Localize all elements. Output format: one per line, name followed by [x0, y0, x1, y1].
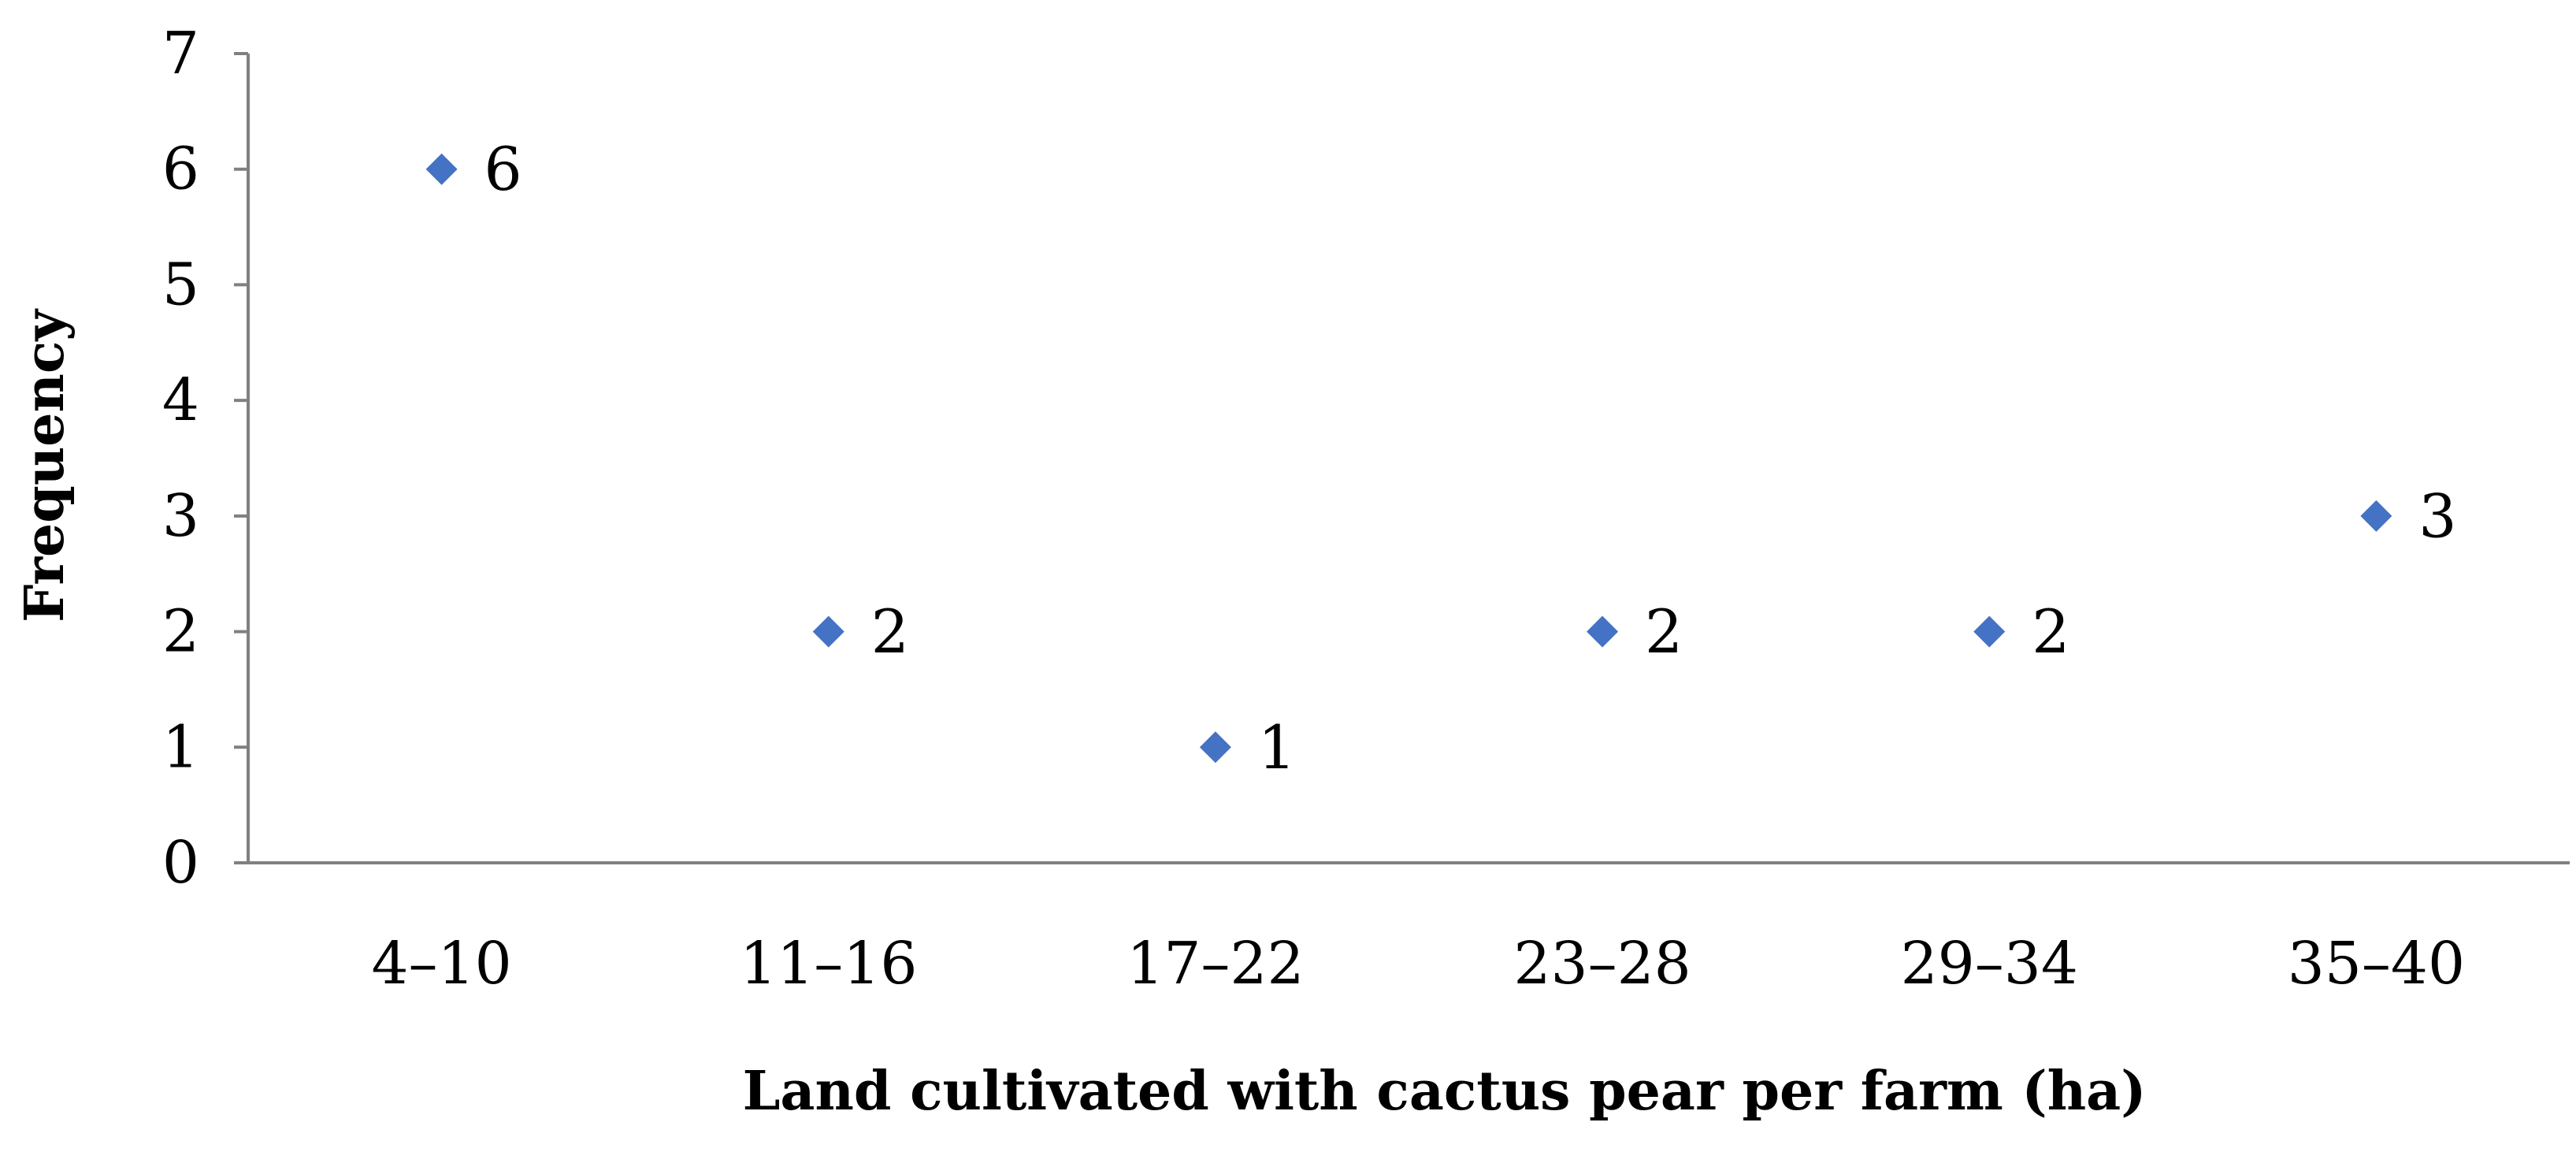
y-tick-label: 6: [162, 136, 199, 203]
data-point-marker: [812, 615, 844, 648]
data-point-marker: [1973, 615, 2006, 648]
x-axis-ticks: 4–10 11–16 17–22 23–28 29–34 35–40: [371, 930, 2465, 998]
y-axis-title: Frequency: [13, 308, 76, 622]
data-label: 2: [871, 596, 909, 667]
data-point-marker: [425, 153, 458, 185]
data-point-marker: [2360, 500, 2392, 532]
data-labels: 6 2 1 2 2 3: [484, 134, 2456, 782]
data-points: [425, 153, 2392, 764]
y-tick-label: 3: [162, 482, 199, 550]
y-tick-label: 1: [162, 713, 199, 781]
x-tick-label: 11–16: [740, 930, 917, 998]
data-label: 6: [484, 134, 522, 204]
y-tick-label: 7: [162, 20, 199, 87]
data-label: 2: [1645, 596, 1683, 667]
y-tick-label: 4: [162, 366, 199, 434]
data-label: 3: [2418, 481, 2456, 551]
data-point-marker: [1587, 615, 1619, 648]
y-tick-label: 5: [162, 251, 199, 318]
y-tick-label: 0: [162, 829, 199, 897]
x-tick-label: 35–40: [2288, 930, 2465, 998]
x-tick-label: 29–34: [1901, 930, 2078, 998]
y-axis-ticks: 0 1 2 3 4 5 6 7: [162, 20, 248, 897]
data-label: 1: [1258, 712, 1296, 782]
x-tick-label: 23–28: [1513, 930, 1691, 998]
data-point-marker: [1199, 731, 1231, 764]
x-tick-label: 17–22: [1127, 930, 1304, 998]
x-axis-title: Land cultivated with cactus pear per far…: [743, 1060, 2147, 1123]
y-tick-label: 2: [162, 598, 199, 666]
data-label: 2: [2032, 596, 2069, 667]
x-tick-label: 4–10: [371, 930, 511, 998]
